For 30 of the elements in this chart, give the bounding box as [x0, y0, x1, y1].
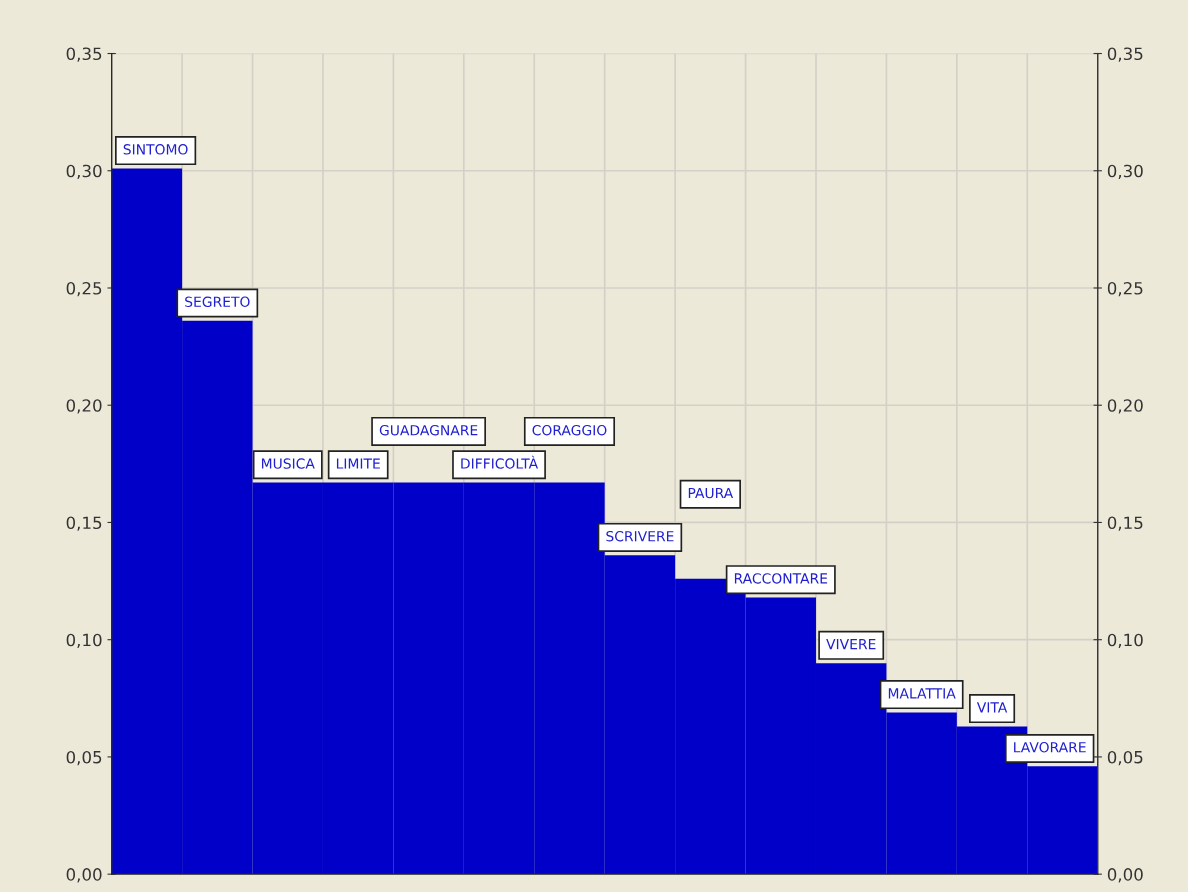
y2-tick-label: 0,00	[1107, 868, 1143, 883]
x-tick-label: PAURA	[688, 487, 734, 499]
y-tick-label: 0,15	[66, 516, 102, 531]
y-tick-label: 0,05	[66, 750, 102, 766]
y-tick-label: 0,10	[66, 633, 102, 648]
x-tick-label: CORAGGIO	[532, 424, 607, 436]
x-tick-label: LIMITE	[336, 458, 380, 469]
y2-tick-label: 0,35	[1107, 47, 1143, 62]
y2-tick-label: 0,30	[1107, 164, 1143, 180]
x-tick-label: VIVERE	[826, 639, 876, 650]
x-tick-label: MUSICA	[261, 458, 315, 469]
y-tick-label: 0,20	[66, 399, 102, 414]
y-tick-label: 0,30	[66, 164, 102, 180]
x-tick-label: MALATTIA	[888, 688, 956, 699]
y-tick-label: 0,35	[66, 47, 102, 62]
x-tick-label: LAVORARE	[1014, 742, 1086, 753]
y2-tick-label: 0,25	[1107, 281, 1143, 297]
y-tick-label: 0,00	[66, 868, 102, 883]
x-tick-label: DIFFICOLTÀ	[461, 455, 539, 469]
x-tick-label: GUADAGNARE	[379, 424, 478, 436]
y2-tick-label: 0,05	[1107, 750, 1143, 766]
y-tick-label: 0,25	[66, 281, 102, 297]
x-tick-label: RACCONTARE	[734, 573, 828, 584]
x-tick-label: VITA	[976, 702, 1008, 713]
y2-tick-label: 0,20	[1107, 399, 1143, 414]
x-tick-label: SCRIVERE	[606, 530, 674, 542]
y2-tick-label: 0,15	[1107, 516, 1143, 531]
x-tick-label: SEGRETO	[185, 296, 250, 308]
y2-tick-label: 0,10	[1107, 633, 1143, 648]
x-tick-label: SINTOMO	[123, 144, 188, 155]
